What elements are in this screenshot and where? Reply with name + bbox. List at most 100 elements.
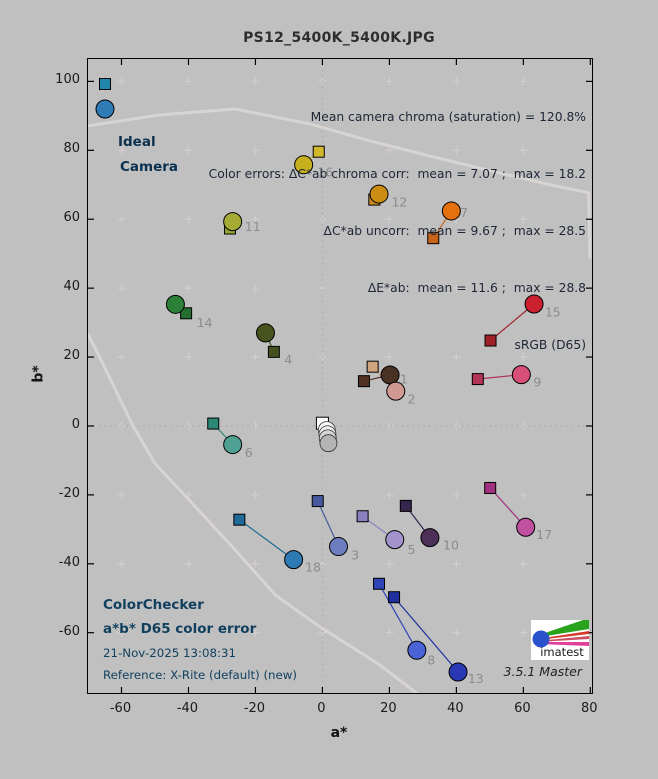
logo-green-stripe [536,618,589,637]
ideal-marker-13 [388,591,401,604]
camera-marker-2 [386,381,406,401]
ideal-marker-10 [399,499,412,512]
grid-cross [251,628,260,637]
grid-cross [452,146,461,155]
x-tick-label: -20 [243,701,266,716]
patch-label-6: 6 [245,445,253,460]
imatest-logo: imatest [531,618,589,660]
y-tick-label: 20 [63,348,80,364]
patch-label-18: 18 [305,559,321,574]
patch-label-10: 10 [443,537,459,552]
patch-label-3: 3 [351,548,359,563]
x-tick-label: -40 [176,701,199,716]
stat-chroma-uncorr: ΔC*ab uncorr: mean = 9.67 ; max = 28.5 [323,224,586,238]
x-tick-label: 80 [581,701,598,716]
logo-crimson-stripe [537,636,589,642]
grid-cross [117,77,126,86]
y-tick-label: 60 [63,210,80,226]
logo-red-stripe [537,631,589,640]
grid-cross [385,77,394,86]
grid-cross [184,215,193,224]
grid-cross [452,559,461,568]
patch-label-11: 11 [245,219,261,234]
ideal-marker-2 [366,360,379,373]
ideal-marker-16 [312,145,325,158]
patch-label-5: 5 [408,542,416,557]
camera-marker-15 [524,294,544,314]
grid-cross [184,353,193,362]
ab-plot-area: 1 2 3 4 5 6 7 8 9 10 11 12 13 14 15 16 17 18 Ideal Camera… [87,58,593,694]
grid-cross [519,490,528,499]
ideal-marker-5 [356,510,369,523]
x-axis-label: a* [330,725,348,741]
logo-wordmark: imatest [540,645,584,659]
grid-cross [519,284,528,293]
grid-cross [117,490,126,499]
version-text: 3.5.1 Master [503,664,582,679]
patch-label-7: 7 [460,205,468,220]
camera-marker-16 [294,155,314,175]
grid-cross [117,353,126,362]
grid-cross [452,353,461,362]
camera-marker-8 [407,640,427,660]
y-tick-label: -40 [58,554,80,570]
ideal-marker-7 [427,232,440,245]
camera-marker-10 [420,528,440,548]
patch-label-9: 9 [533,375,541,390]
patch-label-15: 15 [545,304,561,319]
legend-ideal-marker [99,78,111,90]
grid-cross [385,284,394,293]
camera-marker-18 [284,550,304,570]
patch-label-8: 8 [427,652,435,667]
srgb-gamut-boundary-lower [88,332,419,693]
ideal-marker-8 [373,577,386,590]
camera-marker-9 [511,365,531,385]
grid-cross [251,146,260,155]
x-tick-label: 20 [380,701,397,716]
grid-cross [452,490,461,499]
error-vector-8 [378,583,418,651]
ideal-marker-4 [267,345,280,358]
y-axis-label: b* [30,365,47,383]
camera-marker-neutral-4 [319,434,338,453]
grid-cross [385,421,394,430]
grid-cross [117,284,126,293]
patch-label-17: 17 [536,527,552,542]
grid-cross [251,284,260,293]
grid-cross [385,353,394,362]
ideal-marker-14 [180,307,193,320]
footer-title: ColorChecker [103,597,204,613]
grid-cross [184,77,193,86]
grid-cross [251,559,260,568]
stat-srgb-space: sRGB (D65) [514,338,586,352]
grid-cross [184,284,193,293]
grid-cross [251,490,260,499]
grid-cross [251,215,260,224]
y-tick-label: 80 [63,141,80,157]
logo-magenta-stripe [537,642,589,646]
grid-cross [452,77,461,86]
grid-cross [452,628,461,637]
grid-cross [519,559,528,568]
grid-cross [117,146,126,155]
ideal-marker-17 [484,481,497,494]
ideal-marker-9 [471,373,484,386]
patch-label-2: 2 [408,391,416,406]
srgb-gamut-boundary-upper [88,107,592,259]
camera-marker-5 [385,530,405,550]
grid-cross [251,353,260,362]
grid-cross [251,77,260,86]
patch-label-12: 12 [391,195,407,210]
camera-marker-4 [255,323,275,343]
grid-cross [117,215,126,224]
grid-cross [452,421,461,430]
x-tick-label: -60 [109,701,132,716]
ideal-marker-3 [311,495,324,508]
patch-label-1: 1 [400,371,408,386]
x-tick-label: 60 [514,701,531,716]
x-tick-label: 0 [317,701,326,716]
grid-cross [519,146,528,155]
color-error-stats: Mean camera chroma (saturation) = 120.8%… [209,70,586,393]
